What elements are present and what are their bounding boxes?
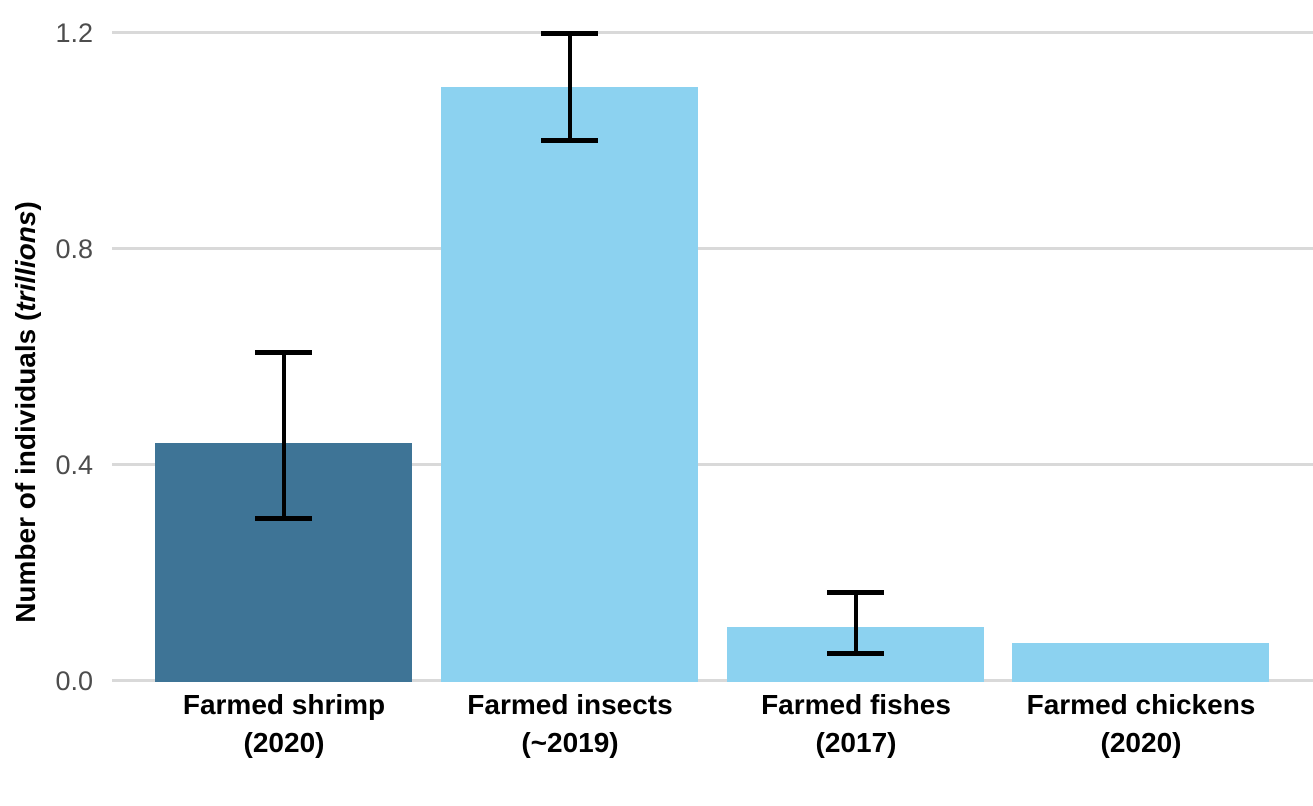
gridline-y-0.0 bbox=[112, 679, 1313, 682]
x-tick-label-name: Farmed fishes bbox=[761, 689, 951, 720]
gridline-y-1.2 bbox=[112, 31, 1313, 34]
error-bar-farmed-shrimp bbox=[282, 351, 286, 519]
y-tick-label-0.8: 0.8 bbox=[55, 234, 93, 264]
y-axis-title: Number of individuals (trillions) bbox=[10, 201, 42, 623]
error-cap-top-farmed-insects bbox=[541, 31, 598, 36]
gridline-y-0.8 bbox=[112, 247, 1313, 250]
x-tick-label-name: Farmed chickens bbox=[1026, 689, 1256, 720]
error-bar-farmed-fishes bbox=[854, 591, 858, 654]
y-tick-label-0.0: 0.0 bbox=[55, 666, 93, 696]
x-tick-label-name: Farmed insects bbox=[467, 689, 673, 720]
x-tick-label-farmed-fishes: Farmed fishes (2017) bbox=[711, 686, 1001, 762]
x-tick-label-year: (2017) bbox=[815, 727, 897, 758]
error-cap-bottom-farmed-insects bbox=[541, 138, 598, 143]
y-tick-label-1.2: 1.2 bbox=[55, 18, 93, 48]
x-tick-label-name: Farmed shrimp bbox=[182, 689, 386, 720]
error-cap-bottom-farmed-shrimp bbox=[255, 516, 312, 521]
y-axis-title-italic: trillions bbox=[10, 210, 41, 312]
y-axis-title-prefix: Number of individuals ( bbox=[10, 311, 41, 623]
x-tick-label-year: (~2019) bbox=[521, 727, 619, 758]
error-cap-top-farmed-fishes bbox=[827, 589, 884, 595]
x-tick-label-year: (2020) bbox=[243, 727, 325, 758]
x-tick-label-farmed-shrimp: Farmed shrimp (2020) bbox=[139, 686, 429, 762]
x-tick-label-year: (2020) bbox=[1100, 727, 1182, 758]
y-tick-label-0.4: 0.4 bbox=[55, 450, 93, 480]
bar-farmed-insects bbox=[441, 87, 698, 682]
error-cap-top-farmed-shrimp bbox=[255, 349, 312, 355]
bar-farmed-chickens bbox=[1012, 643, 1269, 682]
error-cap-bottom-farmed-fishes bbox=[827, 651, 884, 656]
error-bar-farmed-insects bbox=[568, 33, 572, 141]
x-tick-label-farmed-insects: Farmed insects (~2019) bbox=[425, 686, 715, 762]
y-axis-title-suffix: ) bbox=[10, 201, 41, 211]
gridline-y-0.4 bbox=[112, 463, 1313, 466]
x-tick-label-farmed-chickens: Farmed chickens (2020) bbox=[996, 686, 1286, 762]
